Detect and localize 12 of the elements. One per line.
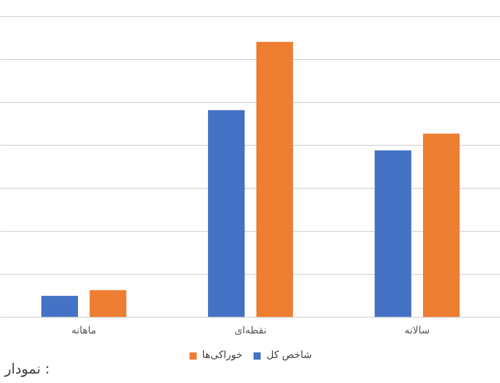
bar: [423, 134, 460, 318]
text: نمودار :: [4, 362, 50, 378]
x-tick-label: نقطه‌ای: [234, 326, 267, 337]
legend-label: شاخص کل: [266, 350, 312, 361]
x-tick-label: ماهانه: [71, 326, 96, 337]
bar: [374, 150, 412, 318]
legend-label: خوراکی‌ها: [202, 350, 243, 361]
bar: [41, 296, 78, 318]
bar: [208, 110, 245, 318]
bar: [90, 290, 126, 318]
x-tick-label: سالانه: [404, 326, 430, 337]
bar: [256, 42, 293, 318]
